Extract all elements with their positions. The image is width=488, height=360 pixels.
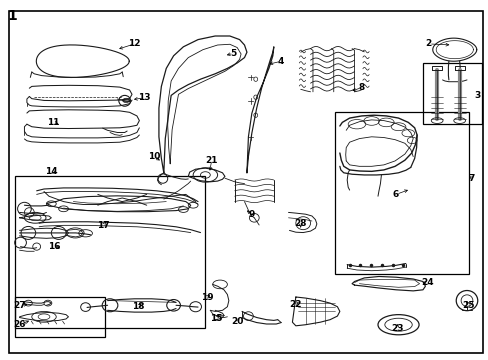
Text: 19: 19	[200, 292, 213, 302]
Text: 21: 21	[205, 156, 218, 165]
Text: 24: 24	[420, 278, 433, 287]
Text: 6: 6	[392, 190, 398, 199]
Text: 5: 5	[230, 49, 236, 58]
Text: 25: 25	[461, 301, 474, 310]
Bar	[422, 63, 481, 124]
Text: 27: 27	[13, 301, 26, 310]
Text: 9: 9	[248, 210, 255, 219]
Text: 14: 14	[45, 166, 58, 175]
Text: 1: 1	[7, 9, 17, 23]
Text: 26: 26	[13, 320, 26, 329]
Text: 7: 7	[468, 174, 474, 183]
Text: 22: 22	[289, 300, 302, 309]
Text: 2: 2	[425, 40, 431, 49]
Text: 17: 17	[97, 220, 110, 230]
Text: 3: 3	[473, 91, 479, 100]
Text: 20: 20	[231, 317, 244, 325]
Text: 8: 8	[358, 83, 364, 92]
Text: 10: 10	[147, 152, 160, 161]
Text: 16: 16	[47, 242, 60, 251]
Text: 28: 28	[294, 219, 306, 228]
Bar	[15, 297, 105, 337]
Text: 12: 12	[128, 40, 141, 49]
Text: 11: 11	[46, 118, 59, 127]
Bar	[15, 176, 205, 328]
Text: 15: 15	[210, 314, 223, 323]
Text: 18: 18	[132, 302, 144, 311]
Text: 4: 4	[277, 57, 284, 66]
Text: 13: 13	[138, 94, 150, 102]
Text: 23: 23	[390, 324, 403, 333]
Bar	[334, 112, 468, 274]
